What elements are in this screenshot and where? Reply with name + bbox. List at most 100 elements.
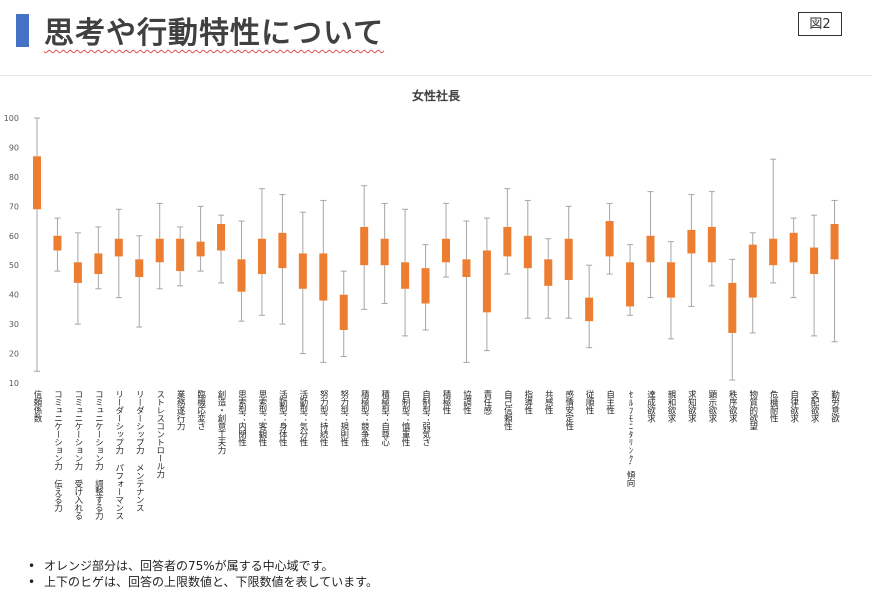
x-category-label: 勤労意欲 xyxy=(830,389,840,423)
iqr-box xyxy=(769,238,778,266)
iqr-box xyxy=(278,232,287,269)
box-18 xyxy=(380,202,389,304)
iqr-box xyxy=(73,262,82,283)
box-14 xyxy=(298,211,307,355)
box-10 xyxy=(217,214,226,284)
x-category-label: 自制型：慎重性 xyxy=(400,389,410,447)
box-6 xyxy=(135,235,144,328)
x-category-label: 努力型：持続性 xyxy=(318,389,328,447)
x-category-label: 指導性 xyxy=(523,389,533,415)
iqr-box xyxy=(53,235,62,251)
box-37 xyxy=(769,158,778,284)
iqr-box xyxy=(748,244,757,298)
y-tick-label: 70 xyxy=(9,202,19,211)
x-category-label: ｾﾙﾌﾓﾆﾀﾘﾝｸﾞ傾向 xyxy=(625,390,635,487)
x-category-label: 自制型：弱気さ xyxy=(421,389,431,446)
box-5 xyxy=(114,208,123,299)
x-category-label: 創造・創意工夫力 xyxy=(216,389,226,455)
box-23 xyxy=(482,217,491,352)
x-category-label: リーダーシップ力 メンテナンス xyxy=(134,390,144,512)
box-21 xyxy=(442,202,450,278)
iqr-box xyxy=(482,250,491,313)
x-category-label: 思索型：内閉性 xyxy=(237,390,247,447)
x-category-label: コミュニケーション力 伝える力 xyxy=(52,390,62,513)
box-4 xyxy=(94,226,103,290)
x-category-label: 積極型：自尊心 xyxy=(380,389,390,446)
iqr-box xyxy=(94,253,103,275)
iqr-box xyxy=(544,259,553,286)
x-category-label: 自主性 xyxy=(605,389,615,415)
iqr-box xyxy=(585,297,594,322)
iqr-box xyxy=(135,259,144,277)
iqr-box xyxy=(442,238,450,263)
x-axis-labels: 信頼係数 コミュニケーション力 伝える力 コミュニケーション力 受け入れる力 コミュニ… xyxy=(32,389,840,520)
note-item: オレンジ部分は、回答者の75%が属する中心域です。 xyxy=(28,558,378,574)
x-category-label: 危機耐性 xyxy=(768,389,778,423)
y-tick-label: 80 xyxy=(9,173,19,182)
iqr-box xyxy=(196,241,205,257)
iqr-box xyxy=(319,253,328,301)
x-category-label: 業務遂行力 xyxy=(175,389,185,431)
x-category-label: 責任感 xyxy=(482,389,492,414)
box-31 xyxy=(646,191,655,299)
box-25 xyxy=(523,199,532,319)
chart-title: 女性社長 xyxy=(412,88,461,103)
x-category-label: 親和欲求 xyxy=(666,389,676,422)
box-17 xyxy=(360,185,369,310)
box-15 xyxy=(319,199,328,363)
page-title: 思考や行動特性について xyxy=(44,16,385,51)
box-34 xyxy=(707,191,716,287)
x-category-label: 求知欲求 xyxy=(686,389,696,422)
x-category-label: 自律欲求 xyxy=(789,389,799,422)
x-category-label: 秩序欲求 xyxy=(727,389,737,422)
box-8 xyxy=(176,226,185,287)
iqr-box xyxy=(646,235,655,263)
iqr-box xyxy=(114,238,123,257)
iqr-box xyxy=(605,221,614,257)
box-22 xyxy=(462,220,471,363)
x-category-label: コミュニケーション力 調整する力 xyxy=(93,390,103,520)
x-category-label: 思索型：客観性 xyxy=(257,390,267,447)
y-tick-label: 100 xyxy=(4,114,19,123)
figure-label: 図2 xyxy=(798,12,842,36)
iqr-box xyxy=(830,224,839,260)
note-item: 上下のヒゲは、回答の上限数値と、下限数値を表しています。 xyxy=(28,574,378,590)
box-11 xyxy=(237,220,246,322)
box-35 xyxy=(728,258,737,381)
x-category-label: コミュニケーション力 受け入れる力 xyxy=(73,390,83,520)
iqr-box xyxy=(789,232,798,263)
x-category-label: 努力型：規則性 xyxy=(339,389,349,447)
boxes-layer xyxy=(33,117,839,381)
y-tick-label: 90 xyxy=(9,143,19,152)
iqr-box xyxy=(339,294,348,330)
x-category-label: 活動型：気分性 xyxy=(298,389,308,447)
x-category-label: 協調性 xyxy=(461,389,471,415)
box-13 xyxy=(278,194,287,325)
iqr-box xyxy=(176,238,185,272)
box-38 xyxy=(789,217,798,299)
x-category-label: 臨機応変さ xyxy=(196,389,206,430)
iqr-box xyxy=(666,262,675,298)
iqr-box xyxy=(687,229,696,254)
y-tick-label: 20 xyxy=(9,350,19,359)
iqr-box xyxy=(626,262,635,307)
iqr-box xyxy=(707,226,716,263)
x-category-label: 積極性 xyxy=(441,389,451,415)
box-40 xyxy=(830,199,839,343)
box-16 xyxy=(339,270,348,357)
x-category-label: 感情安定性 xyxy=(564,389,574,431)
iqr-box xyxy=(523,235,532,269)
box-9 xyxy=(196,205,205,272)
box-28 xyxy=(585,264,594,349)
box-33 xyxy=(687,194,696,307)
box-1 xyxy=(33,117,41,372)
x-category-label: リーダーシップ力 パフォーマンス xyxy=(114,390,124,520)
header-divider xyxy=(0,75,872,76)
box-19 xyxy=(401,208,410,337)
box-36 xyxy=(748,232,757,334)
iqr-box xyxy=(33,156,41,210)
x-category-label: 信頼係数 xyxy=(32,389,42,423)
iqr-box xyxy=(217,224,226,251)
title-accent-bar xyxy=(16,14,29,47)
